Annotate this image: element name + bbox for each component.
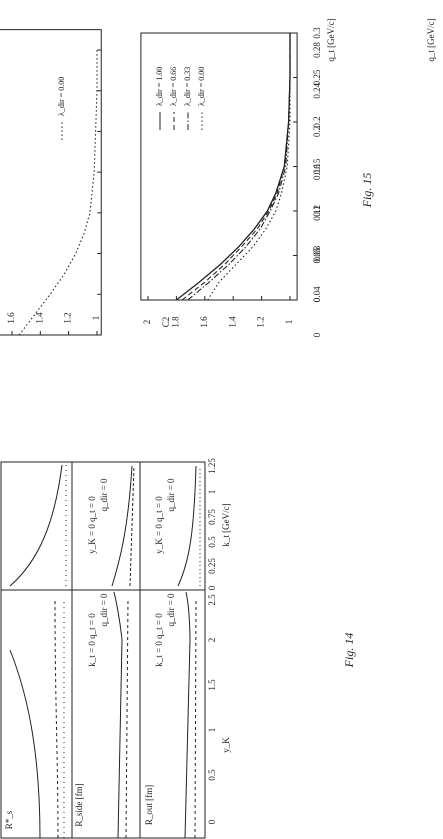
curve: [194, 599, 197, 839]
annotation: y_K = 0 q_t = 0: [87, 496, 97, 554]
x-tick-label: 0.28: [312, 42, 322, 58]
tick-label: 0.25: [207, 558, 217, 574]
x-tick-label: 0.08: [312, 245, 322, 261]
tick-label: 0.5: [207, 769, 217, 781]
axis-label: y_K: [221, 737, 231, 753]
tick-label: 2.5: [207, 594, 217, 606]
annotation: q_dir = 0: [166, 593, 176, 627]
fig14-frame: [0, 461, 206, 839]
y-tick-label: 1.6: [199, 316, 209, 328]
data-line: [207, 33, 291, 301]
data-line: [18, 50, 98, 336]
figure-caption: Fig. 15: [360, 173, 374, 209]
curve: [184, 591, 191, 839]
x-axis-label: q_t [GeV/c]: [426, 18, 436, 61]
x-axis-label: q_t [GeV/c]: [326, 18, 336, 61]
x-tick-label: 0: [312, 297, 322, 302]
y-tick-label: 1.2: [63, 312, 73, 323]
curve: [9, 649, 41, 839]
annotation: k_t = 0 q_t = 0: [154, 613, 164, 667]
tick-label: 1: [207, 490, 217, 495]
data-line: [175, 33, 291, 301]
panel-label: R_out [fm]: [144, 785, 154, 825]
annotation: q_dir = 0: [99, 593, 109, 627]
figure-caption: Fig. 14: [342, 633, 356, 669]
x-tick-label: 0: [312, 332, 322, 337]
curve: [177, 465, 197, 587]
y-tick-label: 1: [284, 320, 294, 325]
curve: [129, 465, 135, 587]
x-tick-label: 0.2: [312, 126, 322, 137]
y-tick-label: 1.4: [227, 316, 237, 328]
y-tick-label: 1: [91, 316, 101, 321]
tick-label: 0.75: [207, 509, 217, 525]
y-tick-label: 1.8: [170, 316, 180, 328]
x-tick-label: 0.3: [312, 27, 322, 39]
data-line: [181, 33, 291, 301]
axis-frame: [140, 32, 298, 301]
annotation: q_dir = 0: [166, 478, 176, 512]
axis-label: k_t [GeV/c]: [221, 503, 231, 546]
curve: [113, 591, 123, 839]
annotation: k_t = 0 q_t = 0: [87, 613, 97, 667]
legend-label: λ_dir = 0.33: [183, 67, 192, 106]
tick-label: 0: [207, 819, 217, 824]
x-tick-label: 0.05: [312, 247, 322, 263]
legend-label: λ_dir = 0.00: [57, 77, 66, 116]
tick-label: 1: [207, 728, 217, 733]
legend-label: λ_dir = 1.00: [155, 67, 164, 106]
tick-label: 0: [207, 585, 217, 590]
y-tick-label: 2: [142, 320, 152, 325]
x-tick-label: 0.1: [312, 205, 322, 216]
tick-label: 2: [207, 638, 217, 643]
y-axis-label: C2: [161, 317, 171, 328]
x-tick-label: 0.15: [312, 158, 322, 174]
panel-label: R*_s: [4, 810, 14, 829]
x-tick-label: 0.24: [312, 82, 322, 98]
x-tick-label: 0.12: [312, 205, 322, 221]
annotation: y_K = 0 q_t = 0: [154, 496, 164, 554]
curve: [9, 464, 63, 587]
annotation: q_dir = 0: [99, 478, 109, 512]
tick-label: 1.25: [207, 458, 217, 474]
y-tick-label: 1.2: [256, 316, 266, 327]
panel-label: R_side [fm]: [74, 783, 84, 826]
axis-frame: [0, 29, 102, 336]
x-tick-label: 0.04: [312, 286, 322, 302]
x-tick-label: 0.2: [312, 116, 322, 127]
tick-label: 0.5: [207, 536, 217, 548]
curve: [125, 599, 129, 839]
y-tick-label: 1.4: [34, 312, 44, 324]
y-tick-label: 1.6: [6, 312, 16, 324]
curve: [111, 465, 133, 587]
legend-label: λ_dir = 0.00: [197, 67, 206, 106]
figure-14: 1.25 1 0.75 0.5 0.25 0 k_t [GeV/c] 2.5 2…: [0, 458, 356, 839]
curve: [54, 599, 59, 839]
x-tick-label: 0.16: [312, 164, 322, 180]
x-tick-label: 0.25: [312, 69, 322, 85]
legend-label: λ_dir = 0.66: [169, 67, 178, 106]
tick-label: 1.5: [207, 679, 217, 691]
